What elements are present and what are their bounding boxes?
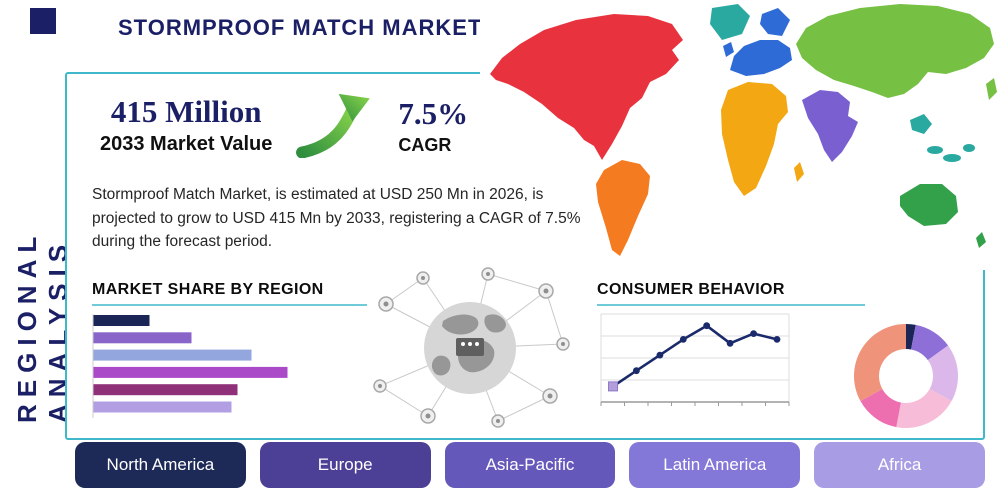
- map-new-zealand: [976, 232, 986, 248]
- region-button-asia-pacific[interactable]: Asia-Pacific: [444, 442, 616, 488]
- growth-arrow-icon: [296, 93, 371, 158]
- map-japan: [986, 78, 997, 100]
- map-southeast-asia: [910, 114, 932, 134]
- market-share-title: MARKET SHARE BY REGION: [92, 281, 324, 298]
- cagr-label: CAGR: [398, 135, 452, 155]
- market-share-section: MARKET SHARE BY REGION: [92, 281, 367, 306]
- cagr-value-text: 7.5%: [398, 96, 469, 131]
- page-title: STORMPROOF MATCH MARKET: [118, 15, 483, 40]
- consumer-behavior-title: CONSUMER BEHAVIOR: [597, 281, 785, 298]
- market-share-underline: [92, 304, 367, 306]
- market-description: Stormproof Match Market, is estimated at…: [92, 186, 581, 251]
- region-buttons-row: North America Europe Asia-Pacific Latin Ame…: [75, 442, 985, 488]
- map-indonesia-3: [963, 144, 975, 152]
- map-greenland: [710, 4, 750, 40]
- consumer-behavior-underline: [597, 304, 865, 306]
- region-button-europe[interactable]: Europe: [259, 442, 431, 488]
- consumer-behavior-line-chart: [600, 313, 790, 406]
- map-australia: [900, 184, 958, 226]
- market-value-text: 415 Million: [110, 94, 262, 129]
- map-scandinavia: [760, 8, 790, 36]
- map-africa: [721, 82, 788, 196]
- map-middle-east-india: [802, 90, 858, 162]
- map-asia: [796, 4, 994, 98]
- consumer-behavior-section: CONSUMER BEHAVIOR: [597, 281, 865, 306]
- map-south-america: [596, 160, 650, 256]
- market-value-block: 415 Million 2033 Market Value: [100, 94, 272, 156]
- region-button-africa[interactable]: Africa: [814, 442, 985, 488]
- region-donut-chart: [853, 324, 958, 429]
- map-uk: [723, 42, 734, 57]
- region-button-latin-america[interactable]: Latin America: [629, 442, 801, 488]
- map-madagascar: [794, 162, 804, 182]
- globe-network-graphic: [373, 267, 570, 428]
- market-share-bar-chart: [92, 314, 288, 418]
- headline-stats: 415 Million 2033 Market Value 7.5% CAGR: [100, 93, 468, 158]
- corner-accent-square: [30, 8, 56, 34]
- cagr-block: 7.5% CAGR: [398, 94, 468, 156]
- map-indonesia-2: [943, 154, 961, 162]
- map-north-america: [490, 14, 683, 160]
- market-value-label: 2033 Market Value: [100, 133, 273, 155]
- map-europe: [730, 40, 792, 76]
- map-indonesia-1: [927, 146, 943, 154]
- world-map: [480, 0, 1000, 270]
- region-button-north-america[interactable]: North America: [75, 442, 246, 488]
